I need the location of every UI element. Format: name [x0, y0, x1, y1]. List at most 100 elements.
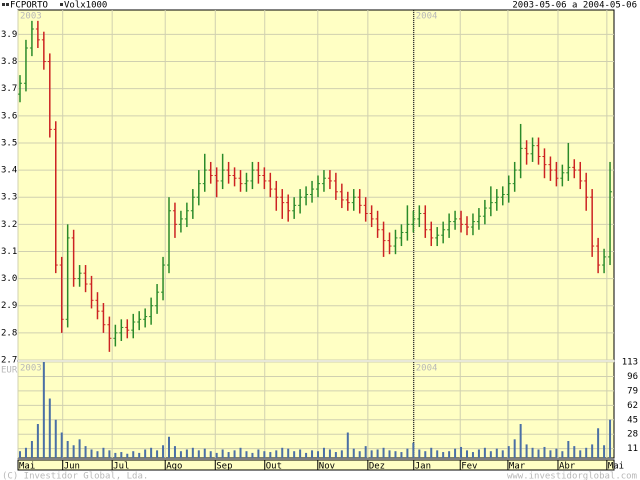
y-tick-label: 3.9	[1, 30, 17, 40]
volume-bar	[352, 448, 355, 458]
volume-bar	[78, 439, 81, 458]
volume-bar	[317, 451, 319, 458]
volume-bar	[293, 451, 296, 458]
volume-bar	[66, 441, 69, 458]
volume-bar	[24, 447, 27, 458]
volume-bar	[322, 447, 325, 458]
volume-bar	[513, 439, 516, 458]
y-tick-label: 3.0	[1, 274, 17, 284]
y-tick-label: 2.8	[1, 328, 17, 338]
volume-bar	[561, 451, 564, 458]
volume-bar	[364, 446, 367, 458]
volume-bar	[424, 451, 427, 458]
volume-bar	[168, 436, 170, 458]
volume-bar	[448, 451, 451, 458]
volume-bar	[162, 445, 165, 458]
volume-bar	[388, 450, 391, 458]
volume-bar	[299, 449, 302, 458]
volume-bar	[19, 451, 21, 458]
x-tick-label: Jan	[415, 462, 431, 472]
volume-bar	[72, 445, 75, 458]
volume-bar	[203, 448, 206, 458]
y-tick-label: 2.9	[1, 301, 17, 311]
x-tick-label: Ago	[166, 462, 182, 472]
volume-bar	[144, 449, 147, 458]
x-tick-label: Mai	[608, 462, 624, 472]
y2-tick-label: 96	[627, 372, 638, 382]
volume-bar	[173, 446, 176, 458]
volume-bar	[233, 450, 236, 458]
y-tick-label: 3.4	[1, 166, 17, 176]
volume-bar	[537, 449, 540, 458]
volume-bar	[251, 452, 254, 458]
volume-bar	[311, 450, 314, 458]
date-range: 2003-05-06 a 2004-05-06	[512, 1, 637, 11]
icon	[6, 3, 9, 6]
volume-bar	[156, 450, 159, 458]
volume-bar	[209, 451, 212, 458]
volume-bar	[591, 444, 594, 458]
volume-bar	[555, 448, 558, 458]
title: FCPORTO	[10, 1, 48, 11]
volume-bar	[346, 432, 349, 458]
volume-bar	[483, 447, 486, 458]
y-tick-label: 3.2	[1, 220, 17, 230]
y-tick-label: 3.6	[1, 111, 17, 121]
volume-bar	[567, 441, 570, 458]
volume-bar	[84, 446, 87, 458]
x-tick-label: Jul	[113, 462, 129, 472]
volume-bar	[442, 452, 445, 458]
footer-left: (C) Investidor Global, Lda.	[2, 472, 148, 480]
volume-bar	[215, 452, 218, 458]
volume-bar	[257, 449, 260, 458]
volume-bar	[412, 442, 415, 458]
volume-bar	[245, 451, 248, 458]
y-tick-label: 3.8	[1, 57, 17, 67]
volume-bar	[138, 452, 141, 458]
volume-bar	[54, 419, 57, 458]
volume-bar	[400, 452, 403, 458]
volume-bar	[287, 448, 290, 458]
volume-bar	[436, 450, 439, 458]
volume-bar	[531, 447, 534, 458]
volume-bar	[227, 452, 230, 458]
volume-bar	[96, 451, 99, 458]
icon	[2, 3, 5, 6]
volume-bar	[376, 449, 379, 458]
volume-bar	[328, 449, 331, 458]
volume-bar	[543, 446, 546, 458]
volume-bar	[466, 450, 468, 458]
volume-bar	[90, 449, 93, 458]
volume-bar	[406, 448, 409, 458]
volume-bar	[340, 450, 343, 458]
year-label: 2003	[20, 364, 42, 374]
volume-bar	[430, 447, 433, 458]
year-label: 2003	[20, 12, 42, 22]
volume-bar	[358, 451, 361, 458]
y-tick-label: 3.5	[1, 138, 17, 148]
x-tick-label: Mai	[19, 462, 35, 472]
x-tick-label: Fev	[461, 462, 477, 472]
volume-bar	[132, 451, 135, 458]
volume-bar	[573, 446, 576, 458]
volume-bar	[60, 432, 63, 458]
volume-bar	[501, 450, 504, 458]
volume-bar	[179, 451, 182, 458]
volume-bar	[525, 444, 528, 458]
volume-bar	[114, 452, 117, 458]
year-label: 2004	[416, 364, 438, 374]
volume-bar	[30, 441, 33, 458]
volume-bar	[281, 447, 284, 458]
volume-bar	[549, 450, 552, 458]
y2-tick-label: 62	[627, 401, 638, 411]
icon	[60, 3, 63, 6]
volume-bar	[120, 452, 123, 458]
volume-bar	[394, 451, 397, 458]
x-tick-label: Jun	[64, 462, 80, 472]
volume-bar	[269, 452, 272, 458]
y2-tick-label: 11	[627, 444, 638, 454]
volume-bar	[585, 447, 588, 458]
volume-bar	[150, 447, 153, 458]
